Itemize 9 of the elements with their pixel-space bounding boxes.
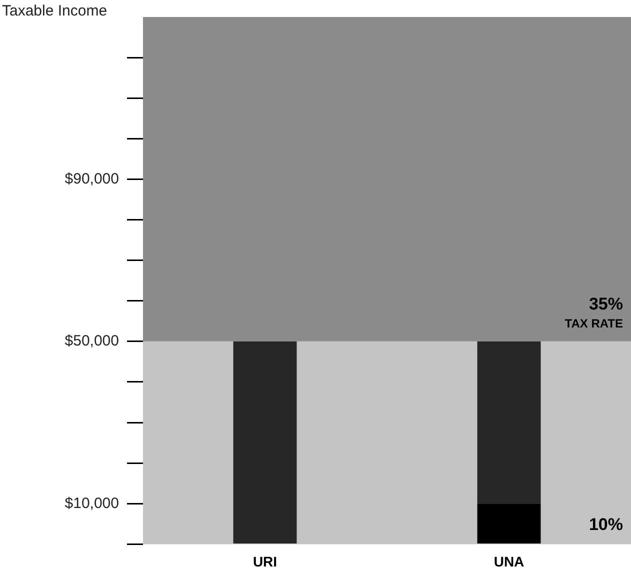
band-label: 10% — [588, 515, 623, 534]
x-tick-label: URI — [252, 553, 278, 570]
y-axis-title: Taxable Income — [2, 2, 108, 20]
y-tick-label: $50,000 — [64, 332, 119, 350]
y-tick-label: $90,000 — [64, 170, 119, 188]
band-label: 35% — [588, 294, 623, 314]
y-tick-label: $10,000 — [64, 494, 119, 512]
annotation: TAX RATE — [564, 316, 623, 330]
x-tick-label: UNA — [494, 553, 524, 570]
